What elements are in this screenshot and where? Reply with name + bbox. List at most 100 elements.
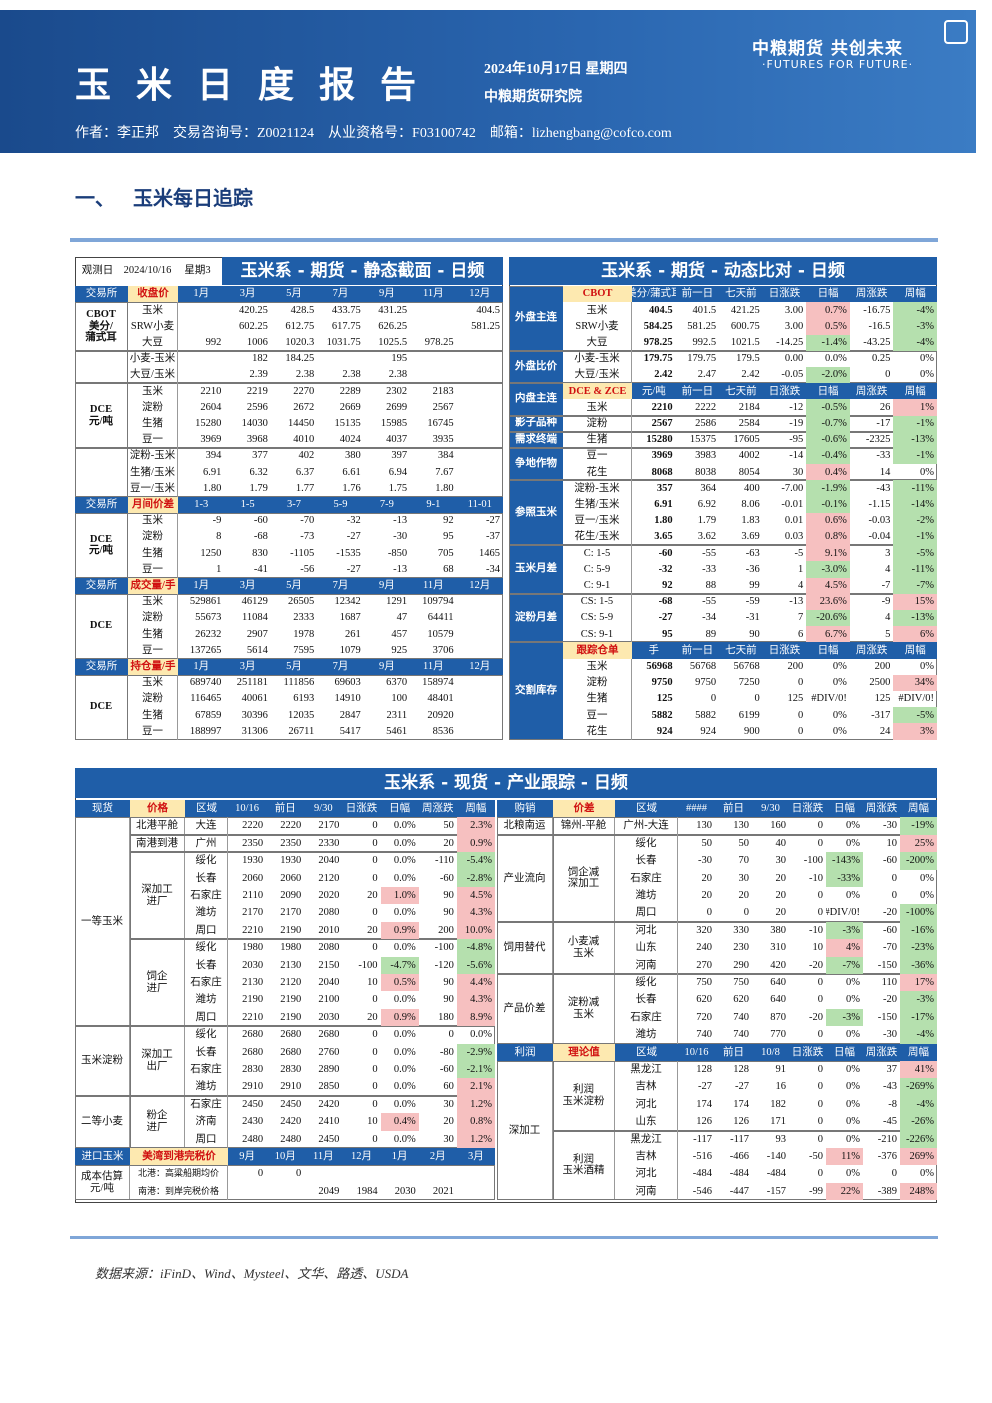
value: 2190: [280, 924, 302, 936]
group-label: 交割库存: [509, 642, 563, 740]
value: 0.0%: [393, 1133, 416, 1145]
column-header: 7月: [317, 658, 364, 675]
value: 2210: [242, 924, 264, 936]
value: 433.75: [331, 304, 361, 316]
value: -3.0%: [806, 561, 850, 578]
value: 0%: [919, 353, 934, 365]
value: 64411: [427, 612, 454, 624]
value: 1.80: [435, 482, 454, 494]
value: 88: [705, 579, 717, 591]
value: 364: [700, 482, 717, 494]
value: 3: [885, 547, 891, 559]
value: 12035: [288, 709, 315, 721]
weekday: 星期3: [184, 265, 211, 277]
region: 黑龙江: [615, 1130, 678, 1148]
value: -14: [789, 450, 804, 462]
value: 270: [696, 959, 712, 971]
value: 0%: [846, 1063, 860, 1075]
row-name: C: 1-5: [563, 545, 632, 562]
value: -43: [876, 482, 891, 494]
value: -516: [692, 1150, 712, 1162]
value: 584.25: [643, 320, 673, 332]
value: 1: [798, 563, 804, 575]
value: 2020: [318, 889, 340, 901]
region: 石家庄: [185, 974, 228, 992]
column-header: 周幅: [900, 800, 937, 818]
row-name: 玉米: [128, 512, 178, 529]
value: 529861: [189, 596, 222, 608]
value: 0: [798, 725, 804, 737]
region: 周口: [615, 904, 678, 922]
value: 182: [770, 1098, 786, 1110]
section-number: 一、: [75, 188, 115, 210]
value: -7%: [893, 577, 937, 594]
value: 2.39: [249, 369, 268, 381]
value: 600.75: [730, 320, 760, 332]
value: -0.05: [781, 369, 804, 381]
region: 周口: [185, 1130, 228, 1148]
value: 750: [733, 976, 749, 988]
value: 0: [817, 1081, 823, 1093]
value: -0.7%: [806, 415, 850, 432]
column-header: 区域: [185, 800, 228, 818]
value: 30: [443, 1098, 454, 1110]
value: 0.4%: [806, 464, 850, 481]
row-name: 北港：高粱船期均价: [130, 1165, 228, 1183]
value: 978.25: [424, 336, 454, 348]
value: -34: [485, 563, 500, 575]
column-header: 交易所: [75, 286, 128, 303]
value: 128: [696, 1063, 712, 1075]
column-header: 日幅: [806, 383, 850, 400]
value: 2567: [651, 417, 673, 429]
value: 0.0%: [393, 820, 416, 832]
value: [266, 1183, 304, 1200]
value: 56768: [689, 660, 717, 672]
value: 17%: [900, 974, 937, 992]
value: 0: [372, 855, 378, 867]
value: -55: [702, 547, 717, 559]
value: 90: [443, 994, 454, 1006]
value: -60: [658, 547, 673, 559]
value: 705: [437, 547, 454, 559]
value: 612.75: [285, 320, 315, 332]
value: 15985: [380, 417, 408, 429]
value: 1.79: [697, 515, 717, 527]
region: 石家庄: [615, 869, 678, 887]
region: 石家庄: [185, 887, 228, 905]
value: -80: [439, 1046, 454, 1058]
value: 2030: [394, 1185, 416, 1197]
value: 2.38: [388, 369, 408, 381]
column-header: 交易所: [75, 658, 128, 675]
column-header: 周幅: [900, 1043, 937, 1061]
value: 8054: [738, 466, 760, 478]
value: -8: [888, 1098, 897, 1110]
value: 91: [775, 1063, 787, 1075]
value: #DIV/0!: [811, 693, 847, 705]
value: 2030: [242, 959, 264, 971]
subgroup-label: 深加工 出厂: [130, 1026, 185, 1096]
value: -5%: [893, 545, 937, 562]
region: 周口: [185, 921, 228, 940]
row-name: C: 9-1: [563, 577, 632, 594]
value: -3%: [893, 318, 937, 335]
column-header: 利润: [497, 1043, 553, 1061]
value: 2.38: [342, 369, 361, 381]
value: -60: [439, 1063, 454, 1075]
value: [457, 1165, 495, 1182]
value: 2289: [339, 385, 361, 397]
column-header: 跟踪仓单: [563, 642, 632, 659]
value: 2040: [318, 855, 340, 867]
column-header: 前日: [266, 800, 305, 818]
value: -13%: [893, 610, 937, 627]
value: -70: [300, 515, 315, 527]
table-title: 玉米系 - 期货 - 动态比对 - 日频: [509, 257, 937, 285]
value: 4.4%: [456, 974, 495, 992]
column-header: 手: [632, 642, 676, 659]
value: 12342: [334, 596, 361, 608]
value: 14450: [288, 417, 315, 429]
value: 248%: [900, 1182, 937, 1201]
value: 30396: [241, 709, 268, 721]
value: [410, 367, 456, 383]
column-header: 七天前: [719, 383, 763, 400]
value: -0.5%: [806, 399, 850, 416]
